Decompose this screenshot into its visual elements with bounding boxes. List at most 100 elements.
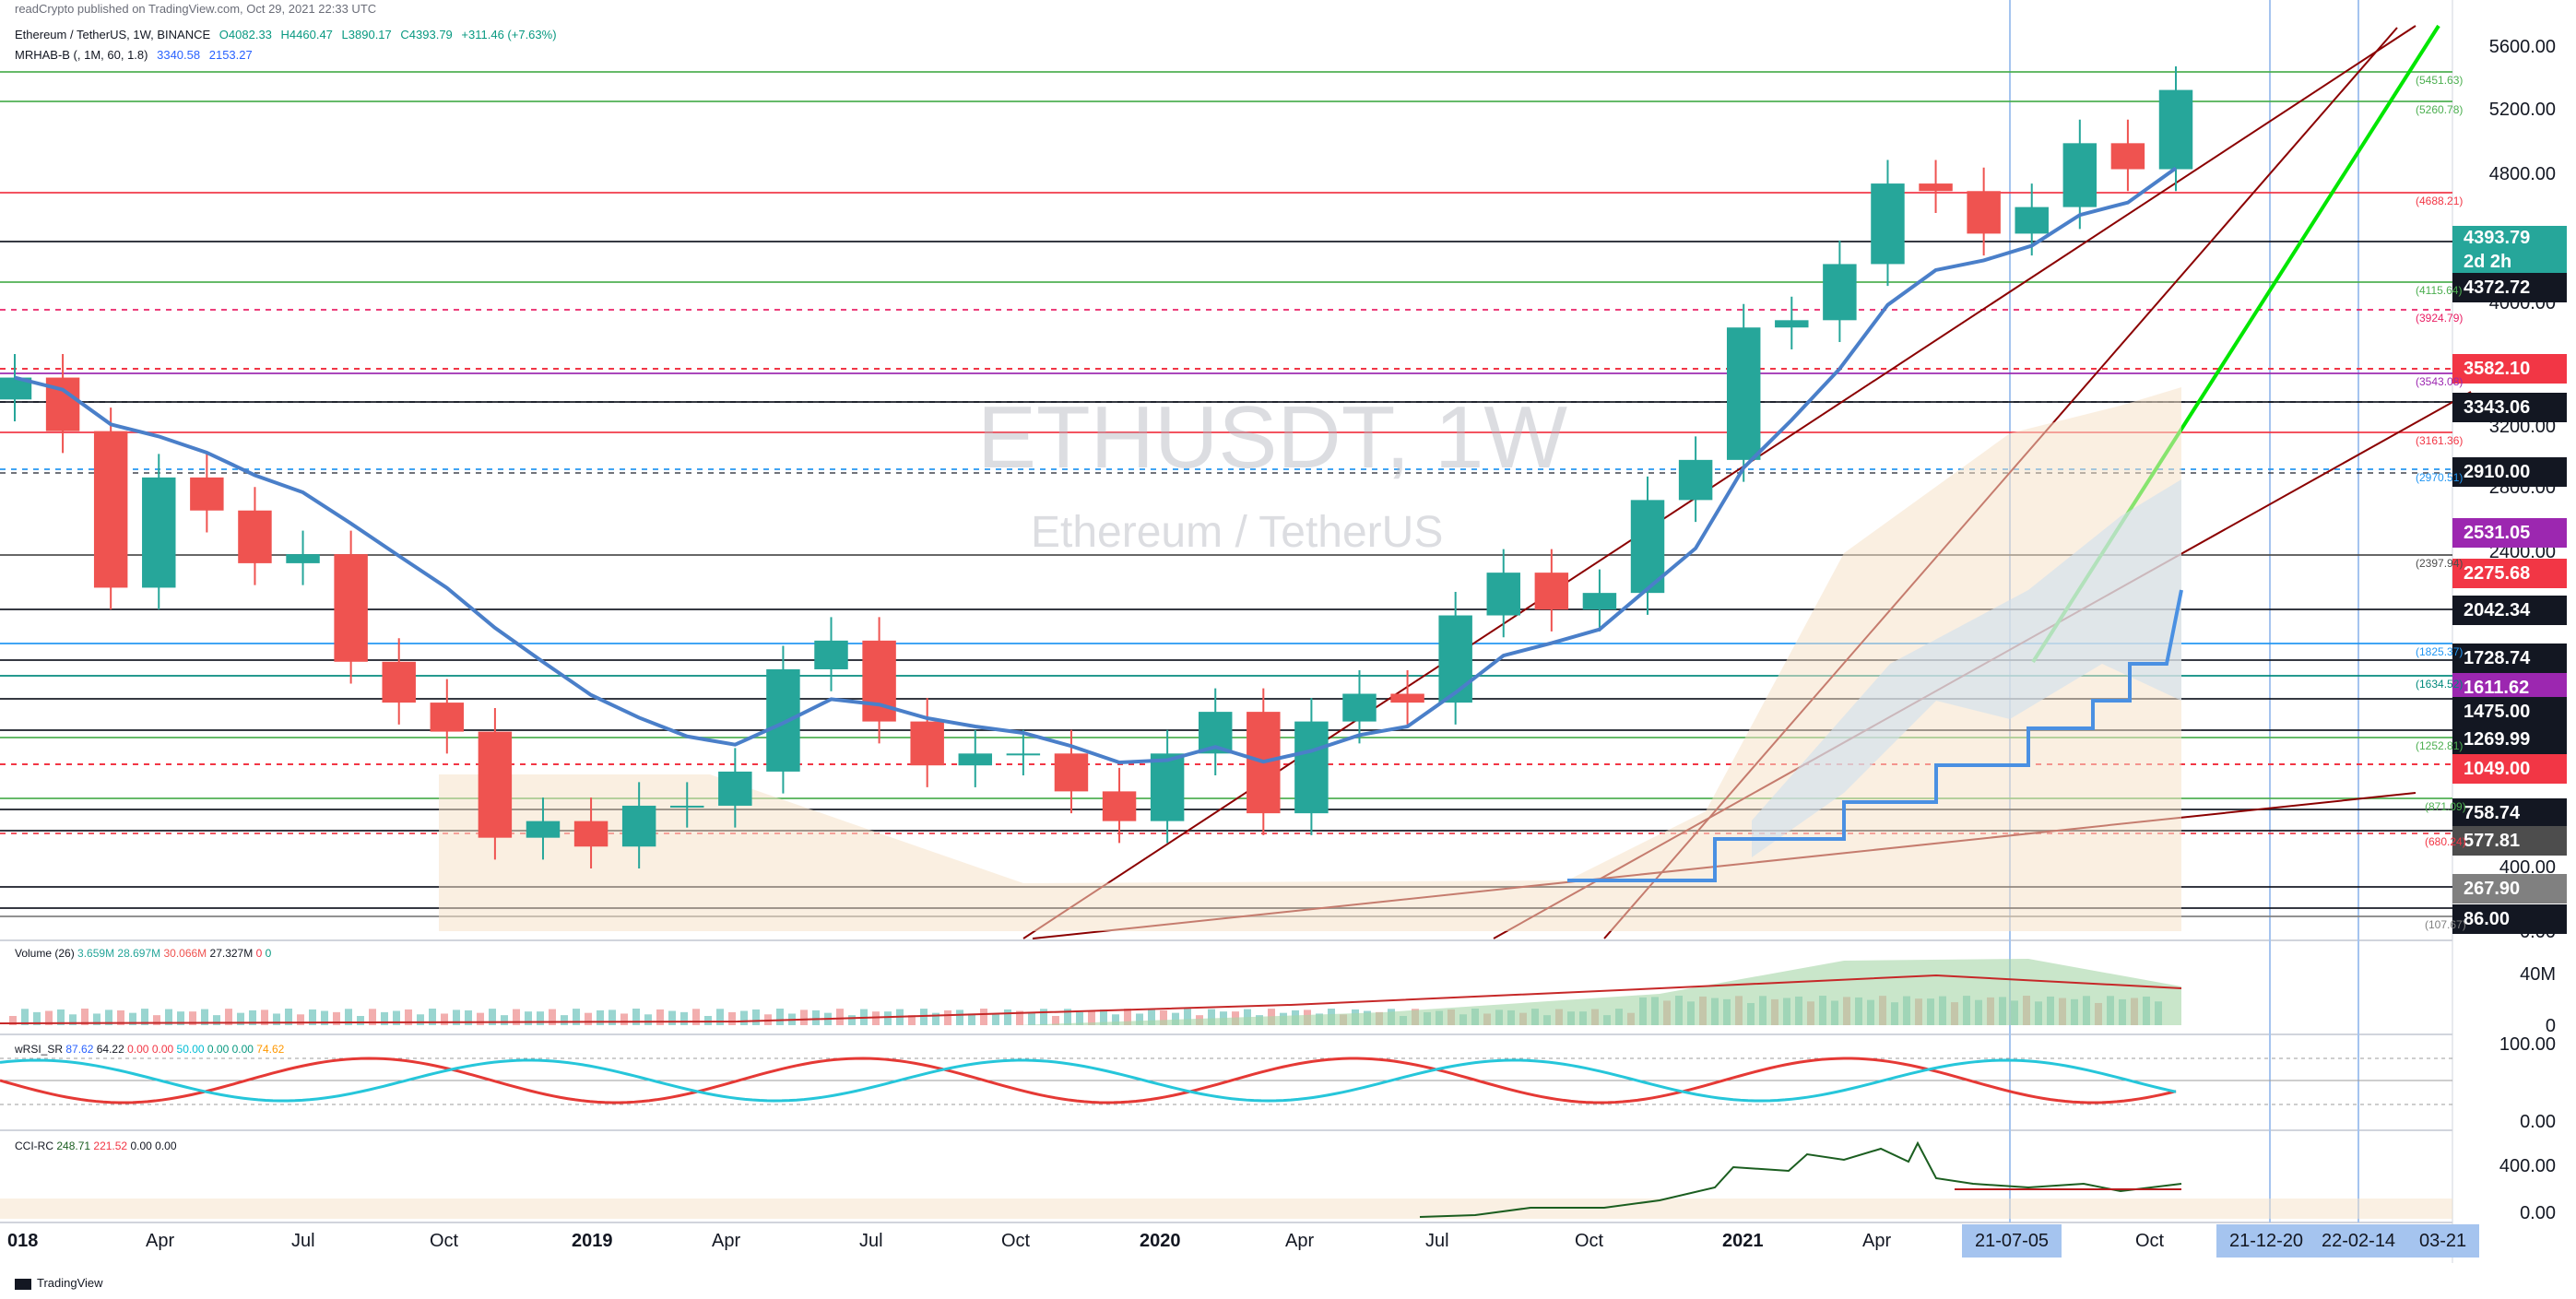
step-indicator-line: [1567, 589, 2183, 882]
volume-bar: [908, 1015, 916, 1025]
price-tag-value: 2275.68: [2464, 563, 2531, 584]
candle-body: [334, 554, 368, 662]
price-axis-label: 5200.00: [2488, 100, 2556, 120]
price-tag: 2910.00: [2452, 457, 2567, 487]
volume-v5: 0: [255, 947, 263, 960]
rsi-signal-line: [0, 1058, 2177, 1103]
rsi-v6: 0.00: [207, 1043, 230, 1056]
time-axis-label: Apr: [1862, 1231, 1892, 1251]
candle-body: [1150, 753, 1185, 821]
volume-bar: [956, 1010, 963, 1025]
candle-body: [1054, 753, 1089, 792]
candle-body: [190, 477, 224, 511]
price-level-label: (2397.94): [2416, 557, 2464, 570]
volume-bar: [249, 1010, 256, 1025]
close-value: C4393.79: [400, 28, 453, 41]
price-tag: 86.00: [2452, 904, 2567, 934]
change-value: +311.46 (+7.63%): [461, 28, 557, 41]
price-tag: 1728.74: [2452, 644, 2567, 673]
volume-bar: [728, 1011, 736, 1025]
candle-body: [1823, 264, 1857, 321]
volume-bar: [165, 1009, 172, 1025]
rsi-v5: 50.00: [176, 1043, 205, 1056]
price-level-label: (5451.63): [2416, 74, 2464, 87]
volume-bar: [297, 1014, 304, 1025]
time-marker-tag: 03-21: [2406, 1224, 2480, 1258]
candle-body: [142, 477, 176, 588]
time-marker-tag: 22-02-14: [2309, 1224, 2409, 1258]
volume-bar: [513, 1009, 520, 1025]
price-tag-value: 577.81: [2464, 831, 2521, 851]
price-tag: 3582.10: [2452, 354, 2567, 384]
volume-bar: [836, 1009, 844, 1025]
rsi-v3: 0.00: [127, 1043, 149, 1056]
price-tag: 577.81: [2452, 826, 2567, 856]
volume-bar: [752, 1009, 760, 1025]
candle-body: [2158, 89, 2193, 170]
price-level-label: (107.67): [2425, 918, 2466, 931]
volume-bar: [1160, 1010, 1167, 1025]
price-level-label: (871.09): [2425, 800, 2466, 813]
price-level-label: (4688.21): [2416, 195, 2464, 207]
volume-bar: [609, 1010, 616, 1025]
price-level-label: (1252.81): [2416, 739, 2464, 752]
volume-bar: [69, 1014, 77, 1025]
price-tag: 758.74: [2452, 798, 2567, 828]
price-level-label: (1825.37): [2416, 645, 2464, 658]
volume-bar: [501, 1015, 508, 1025]
brand-footer[interactable]: TradingView: [15, 1276, 103, 1290]
price-tag: 2275.68: [2452, 559, 2567, 588]
time-axis-label: 2019: [572, 1231, 613, 1251]
rsi-v4: 0.00: [151, 1043, 174, 1056]
price-tag-value: 1049.00: [2464, 759, 2531, 779]
candle-body: [814, 640, 848, 669]
candle-body: [0, 377, 32, 400]
price-tag-value: 1475.00: [2464, 702, 2531, 722]
candle-body: [766, 668, 800, 772]
candle-body: [238, 510, 272, 563]
volume-bar: [177, 1011, 184, 1025]
rsi-v2: 64.22: [96, 1043, 124, 1056]
rsi-axis-bottom: 0.00: [2520, 1112, 2556, 1132]
volume-bar: [321, 1010, 328, 1025]
volume-bar: [1148, 1010, 1155, 1025]
volume-bar: [668, 1010, 676, 1025]
candle-body: [2015, 207, 2049, 234]
volume-bar: [980, 1009, 987, 1025]
volume-bar: [1124, 1009, 1131, 1025]
volume-bar: [776, 1009, 784, 1025]
volume-bar: [141, 1009, 148, 1025]
volume-bar: [189, 1011, 196, 1025]
volume-bar: [381, 1011, 388, 1025]
price-tag: 1475.00: [2452, 697, 2567, 726]
price-level-label: (3924.79): [2416, 312, 2464, 325]
high-value: H4460.47: [280, 28, 333, 41]
volume-bar: [261, 1010, 268, 1025]
volume-bar: [656, 1009, 664, 1025]
price-tag: 2531.05: [2452, 518, 2567, 548]
time-marker-tag: 21-07-05: [1962, 1224, 2062, 1258]
time-axis-label: 2021: [1722, 1231, 1764, 1251]
candle-body: [526, 821, 561, 838]
candle-body: [573, 821, 609, 847]
indicator-cloud-blue: [1752, 479, 2181, 857]
price-tag-value: 1728.74: [2464, 648, 2531, 668]
price-level-label: (1634.52): [2416, 678, 2464, 691]
volume-area: [645, 959, 2181, 1025]
volume-bar: [632, 1009, 640, 1025]
rsi-axis-top: 100.00: [2499, 1034, 2556, 1055]
volume-bar: [716, 1009, 724, 1025]
price-axis-label: 5600.00: [2488, 37, 2556, 57]
price-level-label: (3161.36): [2416, 434, 2464, 447]
volume-bar: [537, 1011, 544, 1025]
candle-body: [2062, 143, 2097, 207]
cci-legend: CCI-RC 248.71 221.52 0.00 0.00: [15, 1140, 177, 1152]
volume-bar: [45, 1010, 53, 1025]
volume-bar: [153, 1015, 160, 1025]
price-level-label: (2970.51): [2416, 471, 2464, 484]
price-tag-value: 86.00: [2464, 909, 2511, 929]
volume-bar: [105, 1010, 112, 1025]
volume-bar: [489, 1009, 496, 1025]
volume-bar: [21, 1009, 29, 1025]
